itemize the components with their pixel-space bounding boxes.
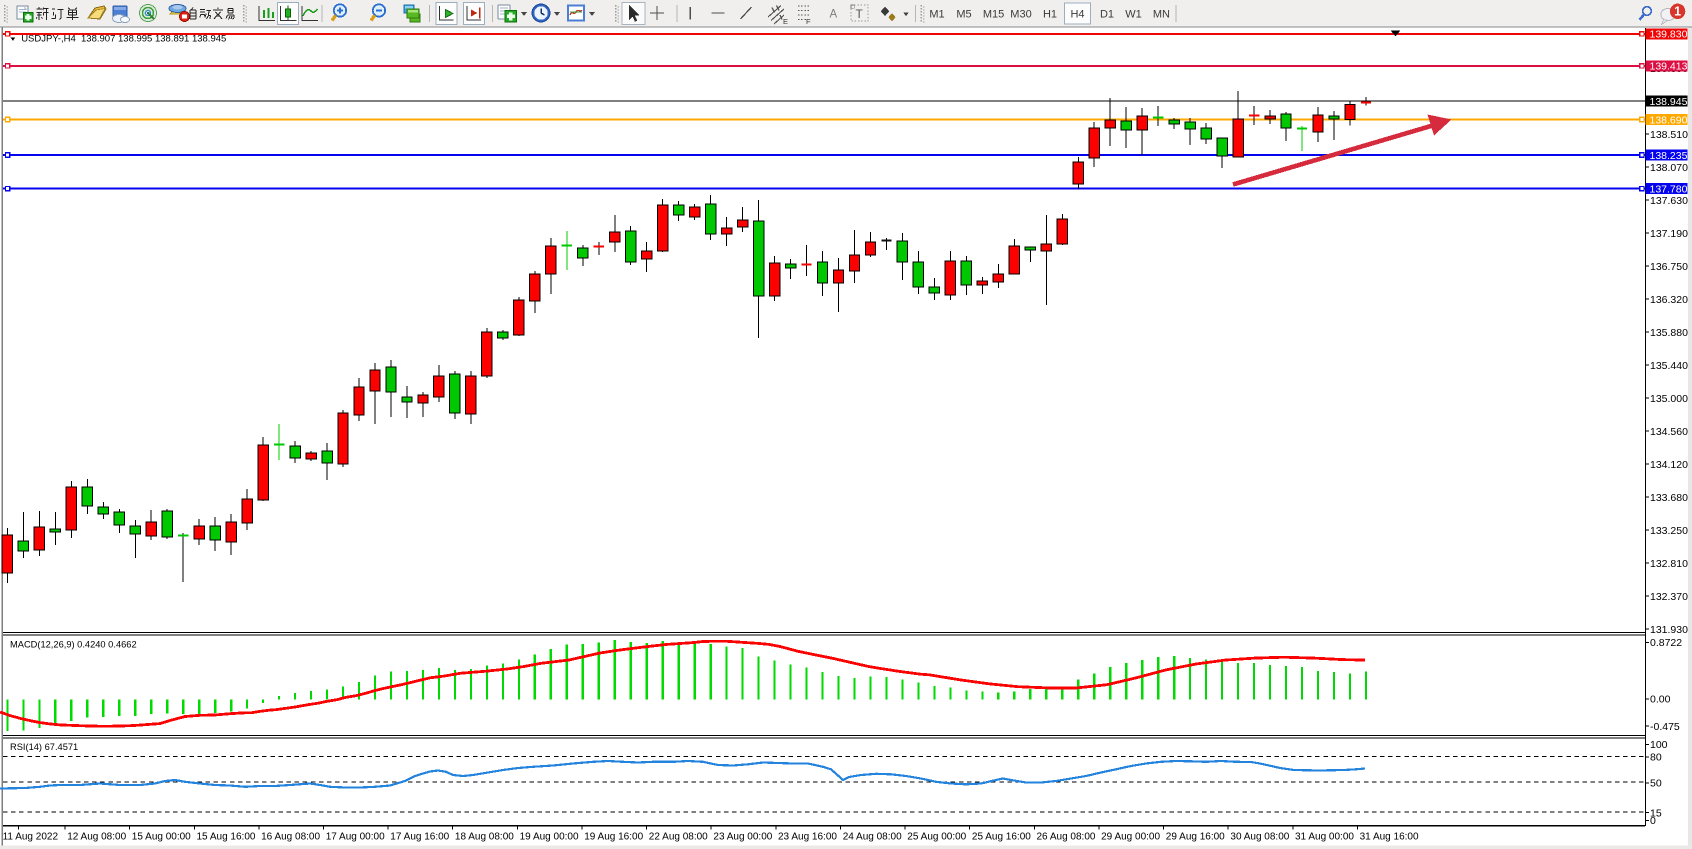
svg-text:50: 50 xyxy=(1650,778,1662,790)
svg-text:M1: M1 xyxy=(929,8,944,20)
svg-text:0: 0 xyxy=(1650,815,1656,827)
svg-text:M15: M15 xyxy=(983,8,1004,20)
svg-text:138.945: 138.945 xyxy=(1650,96,1688,108)
svg-text:17 Aug 00:00: 17 Aug 00:00 xyxy=(326,832,385,843)
svg-text:29 Aug 16:00: 29 Aug 16:00 xyxy=(1166,832,1225,843)
svg-text:16 Aug 08:00: 16 Aug 08:00 xyxy=(261,832,320,843)
svg-text:19 Aug 16:00: 19 Aug 16:00 xyxy=(584,832,643,843)
svg-text:11 Aug 2022: 11 Aug 2022 xyxy=(3,832,59,843)
svg-text:25 Aug 00:00: 25 Aug 00:00 xyxy=(907,832,966,843)
svg-text:29 Aug 00:00: 29 Aug 00:00 xyxy=(1101,832,1160,843)
svg-text:134.560: 134.560 xyxy=(1650,426,1688,438)
svg-text:24 Aug 08:00: 24 Aug 08:00 xyxy=(843,832,902,843)
svg-text:F: F xyxy=(806,17,811,26)
svg-text:138.070: 138.070 xyxy=(1650,162,1688,174)
svg-text:31 Aug 16:00: 31 Aug 16:00 xyxy=(1360,832,1419,843)
svg-text:137.190: 137.190 xyxy=(1650,228,1688,240)
svg-text:137.630: 137.630 xyxy=(1650,195,1688,207)
svg-text:W1: W1 xyxy=(1125,8,1142,20)
svg-text:15 Aug 16:00: 15 Aug 16:00 xyxy=(197,832,256,843)
svg-text:30 Aug 08:00: 30 Aug 08:00 xyxy=(1230,832,1289,843)
svg-text:MN: MN xyxy=(1153,8,1170,20)
svg-text:138.235: 138.235 xyxy=(1650,150,1688,162)
svg-text:19 Aug 00:00: 19 Aug 00:00 xyxy=(520,832,579,843)
svg-text:H1: H1 xyxy=(1043,8,1057,20)
svg-text:133.680: 133.680 xyxy=(1650,492,1688,504)
svg-text:1: 1 xyxy=(1674,5,1681,19)
svg-text:136.320: 136.320 xyxy=(1650,294,1688,306)
svg-text:0.8722: 0.8722 xyxy=(1650,637,1682,649)
svg-text:132.370: 132.370 xyxy=(1650,591,1688,603)
svg-text:T: T xyxy=(856,7,864,21)
svg-text:18 Aug 08:00: 18 Aug 08:00 xyxy=(455,832,514,843)
svg-text:15: 15 xyxy=(1650,807,1662,819)
svg-text:135.000: 135.000 xyxy=(1650,393,1688,405)
svg-text:USDJPY-,H4 138.907 138.995 13: USDJPY-,H4 138.907 138.995 138.891 138.9… xyxy=(21,33,226,44)
svg-text:132.810: 132.810 xyxy=(1650,558,1688,570)
svg-text:H4: H4 xyxy=(1070,8,1084,20)
svg-text:25 Aug 16:00: 25 Aug 16:00 xyxy=(972,832,1031,843)
svg-text:26 Aug 08:00: 26 Aug 08:00 xyxy=(1037,832,1096,843)
svg-text:139.830: 139.830 xyxy=(1650,29,1688,41)
svg-text:A: A xyxy=(830,9,838,21)
svg-text:M5: M5 xyxy=(956,8,971,20)
svg-text:23 Aug 16:00: 23 Aug 16:00 xyxy=(778,832,837,843)
svg-text:135.440: 135.440 xyxy=(1650,360,1688,372)
svg-text:-0.475: -0.475 xyxy=(1650,721,1680,733)
svg-text:139.413: 139.413 xyxy=(1650,61,1688,73)
svg-text:22 Aug 08:00: 22 Aug 08:00 xyxy=(649,832,708,843)
svg-text:23 Aug 00:00: 23 Aug 00:00 xyxy=(713,832,772,843)
svg-text:80: 80 xyxy=(1650,752,1662,764)
svg-text:12 Aug 08:00: 12 Aug 08:00 xyxy=(67,832,126,843)
svg-text:MACD(12,26,9) 0.4240 0.4662: MACD(12,26,9) 0.4240 0.4662 xyxy=(10,639,137,649)
svg-text:31 Aug 00:00: 31 Aug 00:00 xyxy=(1295,832,1354,843)
svg-text:138.510: 138.510 xyxy=(1650,129,1688,141)
svg-text:138.690: 138.690 xyxy=(1650,114,1688,126)
svg-text:17 Aug 16:00: 17 Aug 16:00 xyxy=(390,832,449,843)
svg-text:15 Aug 00:00: 15 Aug 00:00 xyxy=(132,832,191,843)
svg-text:135.880: 135.880 xyxy=(1650,327,1688,339)
svg-text:134.120: 134.120 xyxy=(1650,459,1688,471)
svg-text:137.780: 137.780 xyxy=(1650,184,1688,196)
svg-text:D1: D1 xyxy=(1100,8,1114,20)
svg-text:0.00: 0.00 xyxy=(1650,694,1671,706)
svg-text:RSI(14) 67.4571: RSI(14) 67.4571 xyxy=(10,742,78,752)
svg-text:E: E xyxy=(783,17,788,26)
svg-text:131.930: 131.930 xyxy=(1650,624,1688,636)
svg-text:136.750: 136.750 xyxy=(1650,261,1688,273)
svg-text:100: 100 xyxy=(1650,739,1668,751)
svg-text:133.250: 133.250 xyxy=(1650,525,1688,537)
svg-text:M30: M30 xyxy=(1010,8,1031,20)
